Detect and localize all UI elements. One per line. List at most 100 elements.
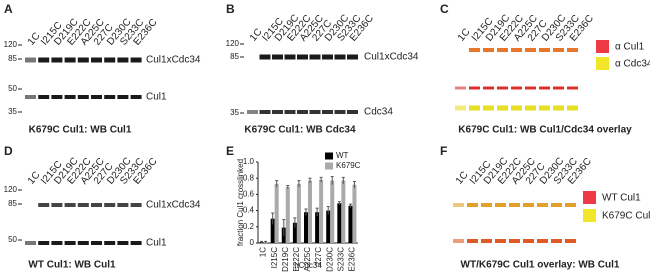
band [495, 203, 506, 207]
band [483, 48, 494, 52]
band [91, 95, 102, 99]
y-tick-label: 0 [250, 238, 255, 247]
band [565, 203, 576, 207]
bar [274, 183, 279, 243]
band [51, 203, 63, 207]
marker-label: 85 [8, 54, 17, 63]
band [523, 203, 534, 207]
band [467, 239, 478, 243]
band [497, 48, 508, 52]
band [539, 86, 550, 90]
band [453, 239, 464, 243]
x-tick-label: 227C [314, 247, 323, 266]
band [525, 86, 536, 90]
band [130, 241, 142, 245]
band [509, 239, 520, 243]
x-tick-label: E236C [348, 247, 357, 272]
band [259, 110, 271, 114]
band [455, 105, 466, 111]
panel-label: E [226, 144, 234, 158]
legend-label: α Cul1 [615, 42, 645, 53]
panel-label: B [226, 2, 235, 16]
bar [341, 180, 346, 243]
x-tick-label: 1C [259, 247, 268, 257]
band [469, 105, 480, 111]
bar [315, 212, 320, 243]
band [469, 48, 480, 52]
bar [337, 203, 342, 243]
band [511, 105, 522, 111]
band [117, 241, 129, 245]
bar [285, 187, 290, 243]
band-label: Cul1 [146, 92, 167, 103]
bar [292, 222, 297, 243]
band [104, 241, 116, 245]
legend-label: K679C Cul1 [602, 211, 650, 222]
band [77, 241, 89, 245]
caption: K679C Cul1: WB Cul1/Cdc34 overlay [458, 125, 632, 136]
x-tick-label: A225C [303, 247, 312, 272]
legend-label: WT [336, 151, 349, 160]
band [77, 203, 89, 207]
band [117, 203, 129, 207]
band [51, 57, 63, 63]
band [551, 239, 562, 243]
bar [326, 210, 331, 243]
caption: K679C Cul1: WB Cdc34 [244, 125, 356, 136]
band [453, 203, 464, 207]
band [523, 239, 534, 243]
band [130, 57, 142, 63]
band [567, 86, 578, 90]
band [104, 57, 116, 63]
y-axis-label: fraction Cul1 crosslinked [236, 159, 245, 246]
band [467, 203, 478, 207]
marker-label: 120 [4, 185, 18, 194]
band [481, 203, 492, 207]
band [297, 110, 308, 114]
band [117, 95, 129, 99]
band [334, 54, 346, 60]
band [525, 48, 536, 52]
band [322, 54, 333, 60]
band [553, 48, 564, 52]
band [130, 95, 142, 99]
marker-label: 35 [230, 108, 239, 117]
marker-label: 120 [4, 40, 18, 49]
band [77, 57, 89, 63]
bar [348, 205, 353, 243]
marker-label: 35 [8, 107, 17, 116]
band-label: Cul1xCdc34 [146, 200, 201, 211]
caption: K679C Cul1: WB Cul1 [29, 125, 132, 136]
band [539, 105, 550, 111]
band [38, 203, 50, 207]
legend-swatch [596, 57, 609, 70]
legend-swatch [596, 40, 609, 53]
panel-label: D [4, 144, 13, 158]
band [511, 86, 522, 90]
legend-swatch [325, 162, 333, 170]
band [309, 110, 321, 114]
band [483, 86, 494, 90]
band [483, 105, 494, 111]
marker-label: 85 [230, 52, 239, 61]
band [455, 86, 466, 90]
legend-swatch [583, 209, 596, 222]
band [64, 241, 76, 245]
x-tick-label: D219C [281, 247, 290, 272]
x-tick-label: I215C [270, 247, 279, 269]
band [481, 239, 492, 243]
x-tick-label: D230C [325, 247, 334, 272]
y-tick-label: 0.8 [243, 173, 255, 182]
band [91, 203, 102, 207]
y-tick-label: 0.4 [243, 206, 255, 215]
band [25, 241, 36, 245]
band [511, 48, 522, 52]
band [509, 203, 520, 207]
legend-label: WT Cul1 [602, 193, 641, 204]
band [25, 57, 36, 63]
band [567, 105, 578, 111]
bar [330, 180, 335, 243]
band [497, 105, 508, 111]
band [553, 86, 564, 90]
band [334, 110, 346, 114]
